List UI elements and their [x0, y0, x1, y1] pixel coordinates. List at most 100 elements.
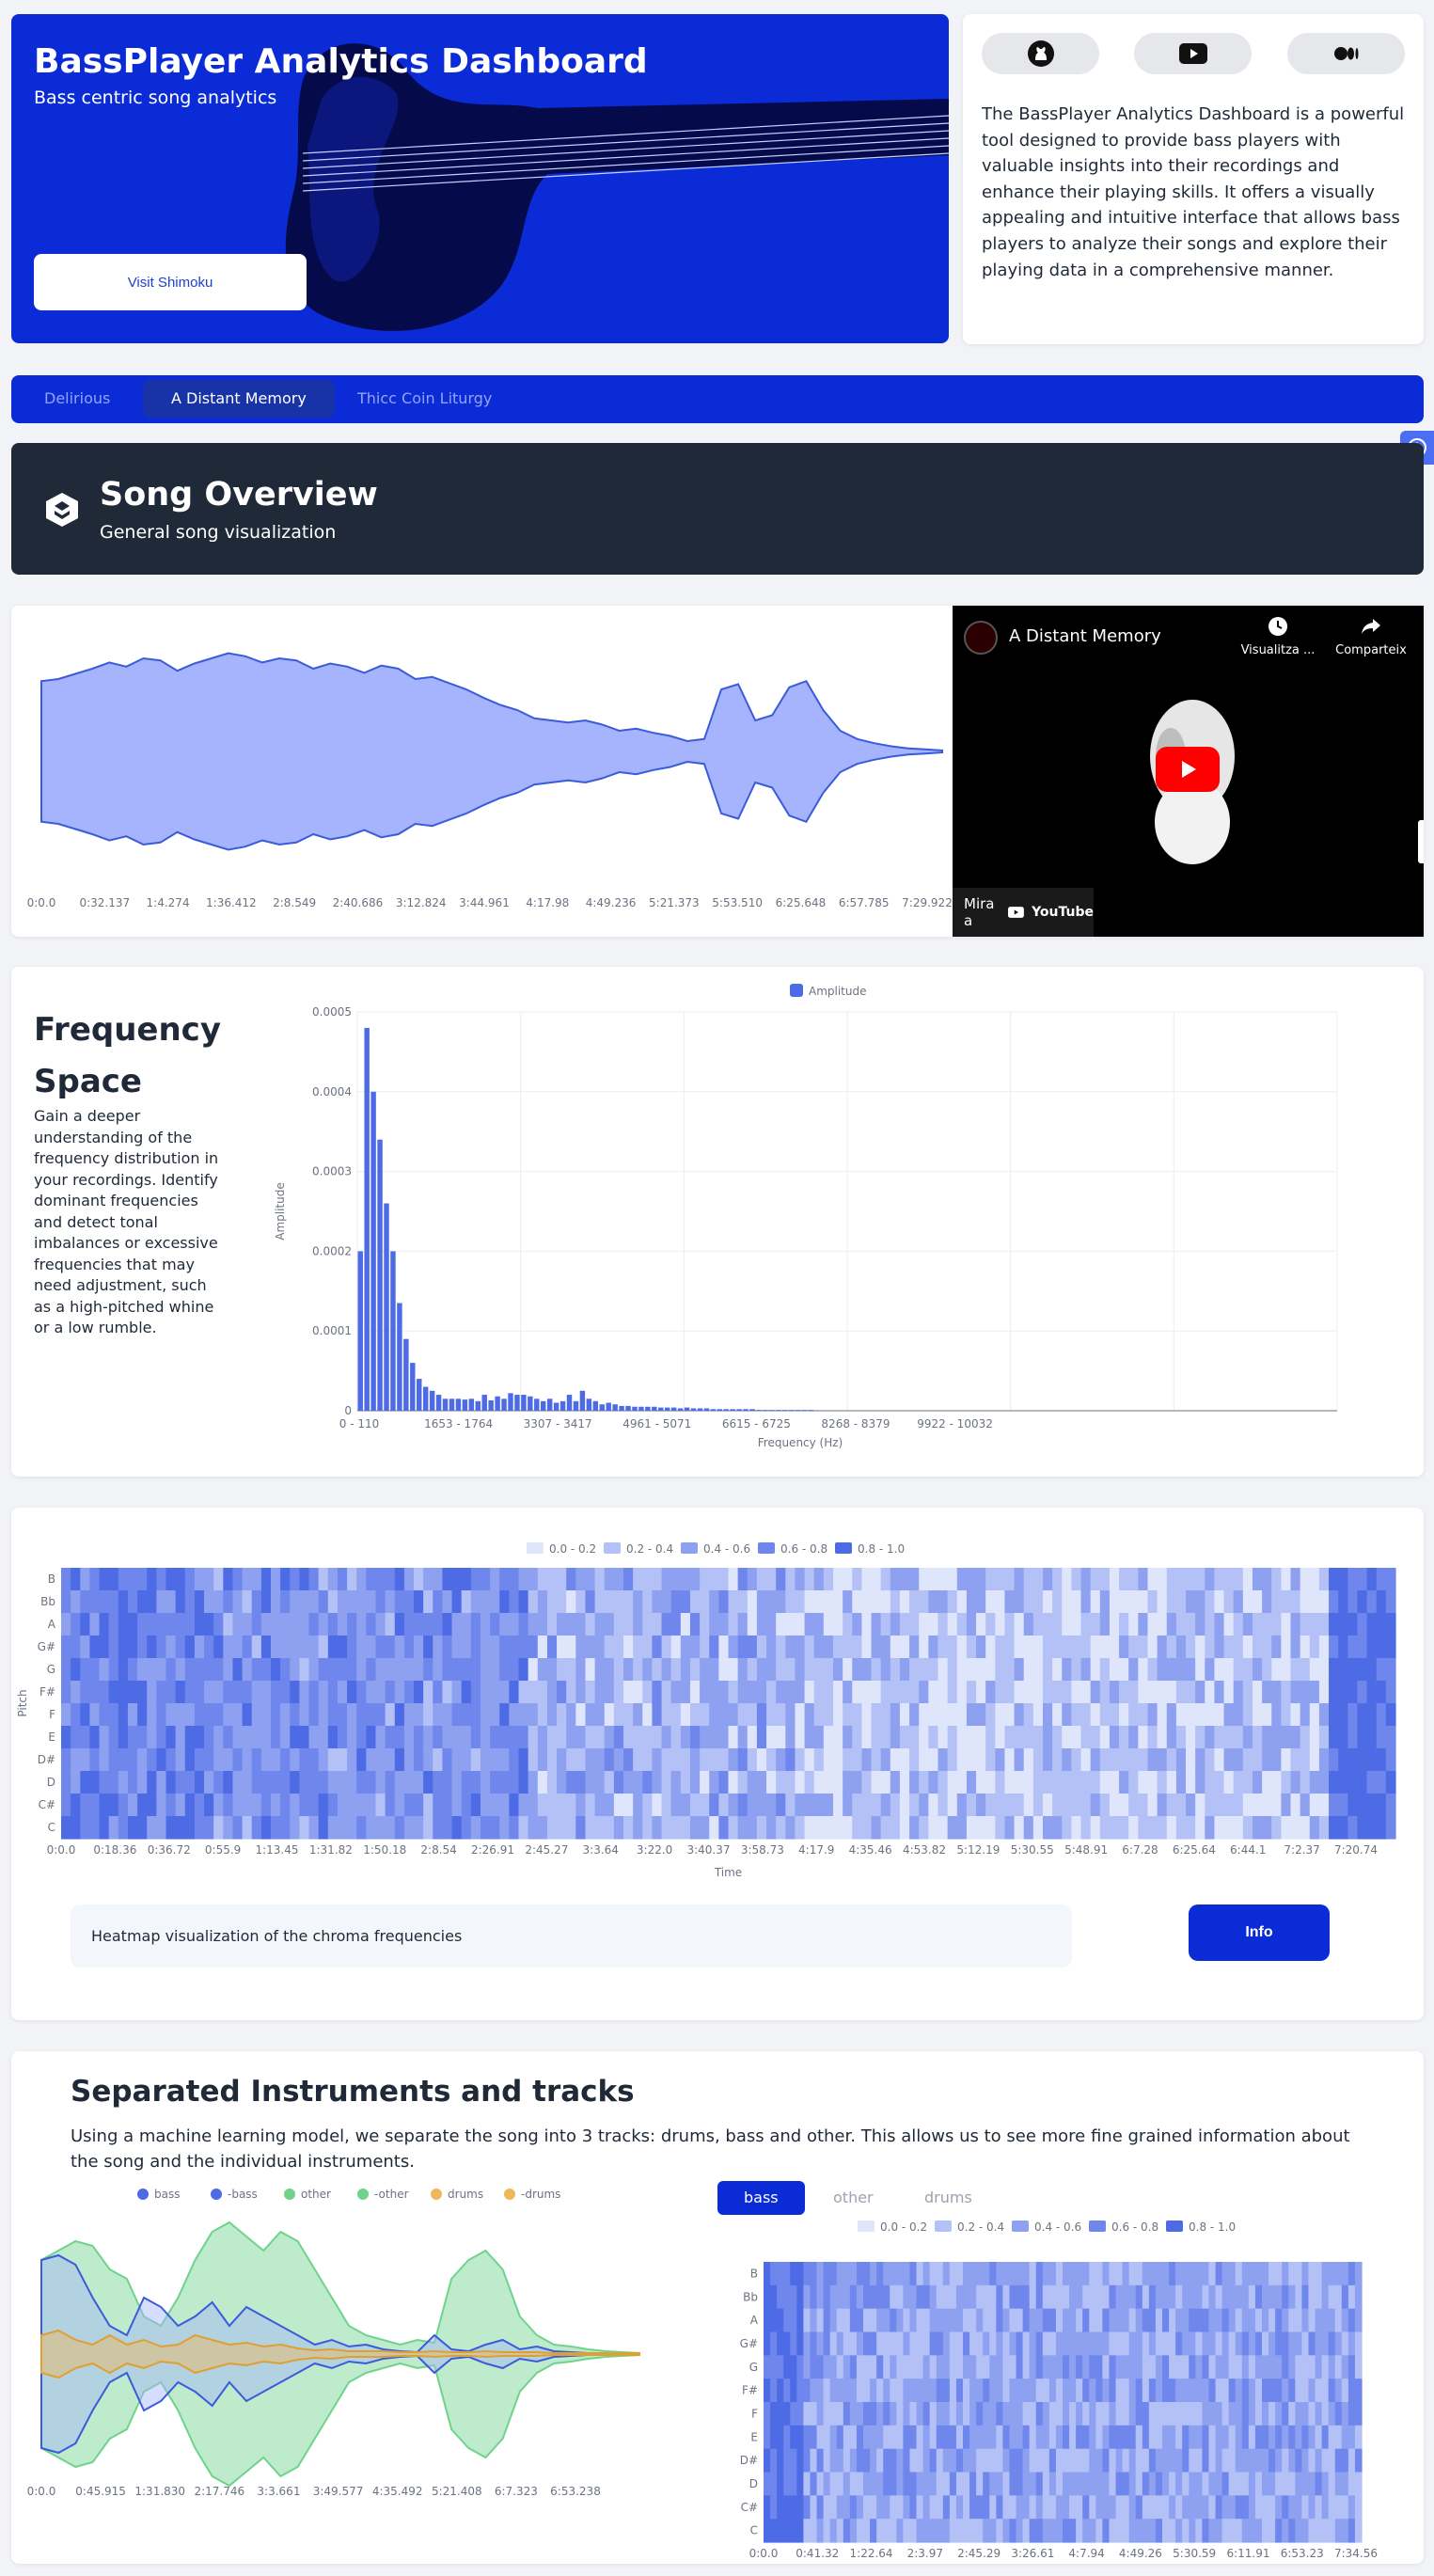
heat-cell — [499, 1681, 510, 1704]
heat-cell — [1182, 2495, 1190, 2520]
heat-cell — [1315, 2402, 1323, 2426]
heat-cell — [1022, 2378, 1031, 2403]
tab-delirious[interactable]: Delirious — [44, 389, 111, 407]
heat-cell — [1321, 2262, 1330, 2286]
heat-cell — [813, 1613, 825, 1636]
tab-drums[interactable]: drums — [924, 2189, 972, 2206]
medium-button[interactable] — [1287, 33, 1405, 74]
pitch-label: F — [49, 1708, 55, 1721]
heat-cell — [604, 1794, 615, 1817]
heat-cell — [1269, 2472, 1276, 2496]
play-button[interactable] — [1156, 747, 1220, 792]
heat-cell — [1002, 2331, 1011, 2356]
heat-cell — [1166, 1681, 1177, 1704]
heat-cell — [947, 1613, 958, 1636]
heat-cell — [175, 1613, 186, 1636]
heat-cell — [1069, 2308, 1077, 2333]
video-title[interactable]: A Distant Memory — [1009, 626, 1161, 646]
heat-cell — [1102, 2495, 1111, 2520]
heat-cell — [1290, 1748, 1301, 1772]
github-button[interactable] — [982, 33, 1099, 74]
heat-cell — [976, 1658, 986, 1682]
heat-cell — [1282, 2495, 1289, 2520]
heat-cell — [1029, 2402, 1037, 2426]
heat-cell — [1248, 2425, 1256, 2450]
heat-cell — [996, 2495, 1003, 2520]
heat-cell — [1023, 1748, 1034, 1772]
heat-cell — [1205, 1568, 1216, 1591]
youtube-video-embed[interactable]: A Distant Memory Visualitza ... Comparte… — [953, 606, 1424, 937]
heat-cell — [1055, 2308, 1064, 2333]
tab-a-distant-memory[interactable]: A Distant Memory — [143, 380, 335, 418]
heat-cell — [966, 1636, 977, 1659]
heat-cell — [156, 1703, 167, 1727]
heat-cell — [1128, 1681, 1139, 1704]
heat-cell — [557, 1636, 567, 1659]
heat-cell — [689, 1703, 701, 1727]
heat-cell — [1148, 2331, 1157, 2356]
pitch-label: F# — [39, 1685, 55, 1699]
watch-later-button[interactable]: Visualitza ... — [1240, 615, 1316, 657]
heat-cell — [537, 1816, 548, 1840]
tab-other[interactable]: other — [833, 2189, 874, 2206]
heat-cell — [909, 1816, 920, 1840]
youtube-button[interactable] — [1134, 33, 1252, 74]
heat-cell — [652, 1703, 663, 1727]
heat-cell — [700, 1748, 710, 1772]
heat-cell — [785, 1681, 796, 1704]
heat-cell — [242, 1816, 253, 1840]
heat-cell — [1385, 1703, 1396, 1727]
visit-shimoku-button[interactable]: Visit Shimoku — [34, 254, 307, 310]
heat-cell — [1223, 1703, 1235, 1727]
heat-cell — [546, 1703, 558, 1727]
heat-cell — [108, 1613, 119, 1636]
heat-cell — [1269, 2519, 1276, 2543]
heat-cell — [260, 1816, 272, 1840]
heat-cell — [327, 1771, 339, 1794]
heat-cell — [394, 1726, 405, 1749]
pitch-label: A — [48, 1618, 56, 1631]
heat-cell — [71, 1726, 81, 1749]
tab-thicc-coin-liturgy[interactable]: Thicc Coin Liturgy — [357, 389, 493, 407]
heat-cell — [728, 1816, 739, 1840]
heat-cell — [955, 2262, 964, 2286]
heat-cell — [137, 1748, 148, 1772]
heat-cell — [790, 2262, 797, 2286]
heat-cell — [1254, 2472, 1263, 2496]
heat-cell — [929, 2472, 938, 2496]
time-tick-label: 2:8.54 — [420, 1843, 456, 1857]
heat-cell — [829, 2284, 838, 2310]
heat-cell — [1195, 2355, 1203, 2379]
heat-cell — [1014, 1636, 1025, 1659]
heat-cell — [919, 1703, 929, 1727]
heat-cell — [223, 1726, 234, 1749]
heat-cell — [928, 1681, 939, 1704]
heat-cell — [1166, 1590, 1177, 1614]
time-tick-label: 6:7.28 — [1122, 1843, 1158, 1857]
info-button[interactable]: Info — [1189, 1904, 1330, 1961]
heat-cell — [165, 1726, 177, 1749]
heat-cell — [777, 2284, 784, 2310]
heat-cell — [1329, 1726, 1339, 1749]
channel-avatar[interactable] — [964, 621, 998, 655]
heat-cell — [213, 1726, 224, 1749]
heat-cell — [836, 2425, 844, 2450]
watch-on-youtube[interactable]: Mira a YouTube — [953, 888, 1094, 937]
heat-cell — [803, 2308, 812, 2333]
heat-cell — [1366, 1658, 1378, 1682]
share-button[interactable]: Comparteix — [1329, 615, 1413, 657]
heat-cell — [99, 1681, 110, 1704]
heat-cell — [1069, 2495, 1077, 2520]
heat-cell — [1148, 2425, 1157, 2450]
heat-cell — [876, 2495, 884, 2520]
heat-cell — [996, 2378, 1003, 2403]
tab-bass[interactable]: bass — [717, 2181, 805, 2215]
heat-cell — [1029, 2284, 1037, 2310]
frequency-bar — [442, 1399, 449, 1411]
heat-cell — [204, 1794, 214, 1817]
heat-cell — [480, 1636, 491, 1659]
heat-cell — [928, 1726, 939, 1749]
heat-cell — [61, 1748, 71, 1772]
heat-cell — [890, 2262, 897, 2286]
heat-cell — [1290, 1816, 1301, 1840]
